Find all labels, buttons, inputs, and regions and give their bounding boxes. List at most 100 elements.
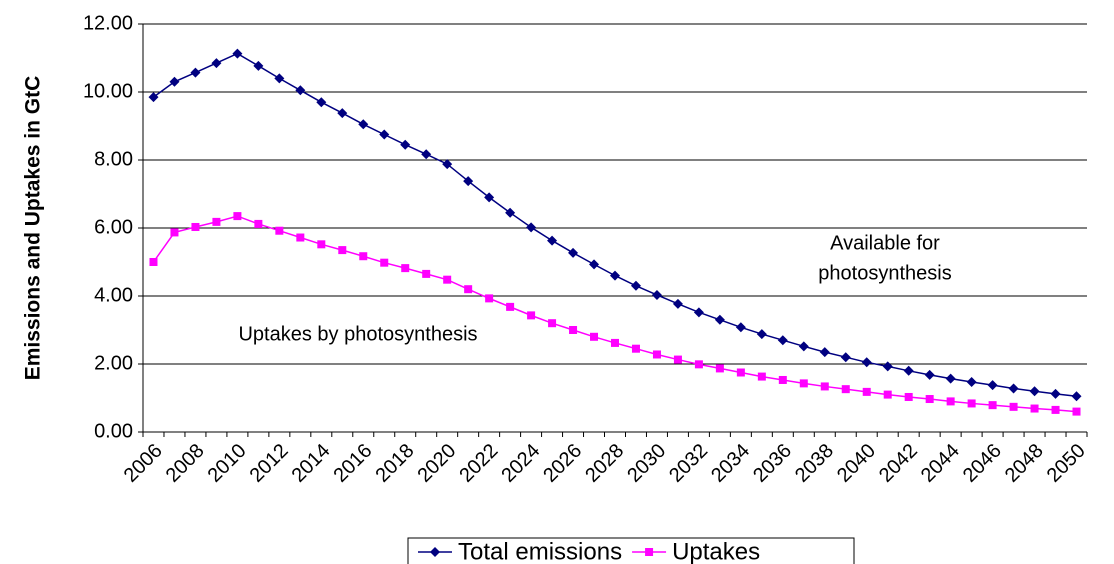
diamond-marker <box>987 380 998 391</box>
diamond-marker <box>630 280 641 291</box>
x-tick-label: 2010 <box>204 440 251 487</box>
diamond-marker <box>966 377 977 388</box>
square-marker <box>569 326 578 334</box>
diamond-marker <box>253 60 264 71</box>
square-marker <box>1072 407 1081 416</box>
square-marker <box>862 387 871 396</box>
square-marker <box>715 364 724 373</box>
diamond-marker <box>463 176 474 187</box>
square-marker <box>841 385 850 394</box>
x-tick-label: 2024 <box>497 440 544 487</box>
square-marker <box>988 401 997 410</box>
diamond-marker <box>526 222 537 233</box>
diamond-marker <box>798 341 809 352</box>
square-marker <box>673 355 682 364</box>
x-tick-label: 2048 <box>1001 440 1048 487</box>
diamond-marker <box>819 347 830 358</box>
legend-label: Total emissions <box>458 538 622 564</box>
diamond-marker <box>714 314 725 325</box>
square-marker <box>527 311 536 320</box>
square-marker <box>1051 405 1060 414</box>
diamond-marker <box>484 192 495 203</box>
diamond-marker <box>589 259 600 270</box>
square-marker <box>275 226 284 235</box>
square-marker <box>925 395 934 404</box>
diamond-marker <box>945 373 956 384</box>
square-marker <box>359 252 368 261</box>
y-tick-label: 8.00 <box>94 148 133 170</box>
diamond-marker <box>358 119 369 130</box>
y-tick-label: 12.00 <box>83 12 133 34</box>
diamond-marker <box>568 247 579 258</box>
square-marker <box>1009 402 1018 411</box>
square-marker <box>212 217 221 226</box>
x-tick-label: 2008 <box>162 440 209 487</box>
diamond-marker <box>1029 386 1040 397</box>
x-tick-label: 2020 <box>413 440 460 487</box>
square-marker <box>820 382 829 391</box>
square-marker <box>611 338 619 347</box>
x-tick-label: 2026 <box>539 440 586 487</box>
legend-label: Uptakes <box>672 538 760 564</box>
diamond-marker <box>148 92 159 103</box>
diamond-marker <box>232 48 243 59</box>
x-tick-label: 2022 <box>455 440 502 487</box>
annotation: photosynthesis <box>818 262 951 284</box>
diamond-marker <box>735 322 746 333</box>
x-tick-label: 2046 <box>959 440 1006 487</box>
square-marker <box>645 548 654 556</box>
legend-box <box>407 537 855 564</box>
diamond-marker <box>924 369 935 380</box>
x-tick-label: 2044 <box>917 440 964 487</box>
x-tick-label: 2032 <box>665 440 712 487</box>
y-axis-label: Emissions and Uptakes in GtC <box>22 76 45 381</box>
square-marker <box>170 228 179 237</box>
annotation: Available for <box>830 232 940 254</box>
diamond-marker <box>442 159 453 170</box>
y-tick-label: 6.00 <box>94 216 133 238</box>
x-tick-label: 2018 <box>371 440 418 487</box>
diamond-marker <box>610 270 620 281</box>
diamond-marker <box>672 298 683 309</box>
diamond-marker <box>316 97 327 108</box>
x-tick-label: 2028 <box>581 440 628 487</box>
diamond-marker <box>777 335 788 346</box>
diamond-marker <box>882 361 893 372</box>
y-tick-label: 4.00 <box>94 284 133 306</box>
square-marker <box>317 240 326 249</box>
x-tick-label: 2030 <box>623 440 670 487</box>
diamond-marker <box>421 149 432 160</box>
square-marker <box>904 392 913 401</box>
square-marker <box>233 212 242 221</box>
square-marker <box>883 390 892 399</box>
square-marker <box>799 379 808 388</box>
square-marker <box>338 246 347 255</box>
square-marker <box>736 368 745 377</box>
diamond-marker <box>430 547 440 557</box>
square-marker <box>967 399 976 408</box>
diamond-marker <box>651 289 662 300</box>
diamond-marker <box>861 357 872 368</box>
square-marker <box>548 319 557 328</box>
x-tick-label: 2040 <box>833 440 880 487</box>
square-marker <box>506 302 515 311</box>
diamond-marker <box>840 352 851 363</box>
annotation: Uptakes by photosynthesis <box>238 323 477 345</box>
square-marker <box>946 397 955 406</box>
diamond-marker <box>693 307 704 318</box>
y-tick-label: 10.00 <box>83 80 133 102</box>
diamond-marker <box>295 85 306 96</box>
square-marker <box>401 264 410 273</box>
square-marker <box>485 294 494 303</box>
diamond-marker <box>169 76 180 87</box>
x-tick-label: 2042 <box>875 440 922 487</box>
x-tick-label: 2014 <box>288 440 335 487</box>
diamond-marker <box>903 365 914 376</box>
diamond-marker <box>1071 391 1082 402</box>
diamond-marker <box>756 329 767 340</box>
square-marker <box>464 285 473 294</box>
diamond-marker <box>1050 388 1061 399</box>
diamond-marker <box>211 58 222 69</box>
square-marker <box>380 258 389 267</box>
square-marker <box>254 219 263 228</box>
